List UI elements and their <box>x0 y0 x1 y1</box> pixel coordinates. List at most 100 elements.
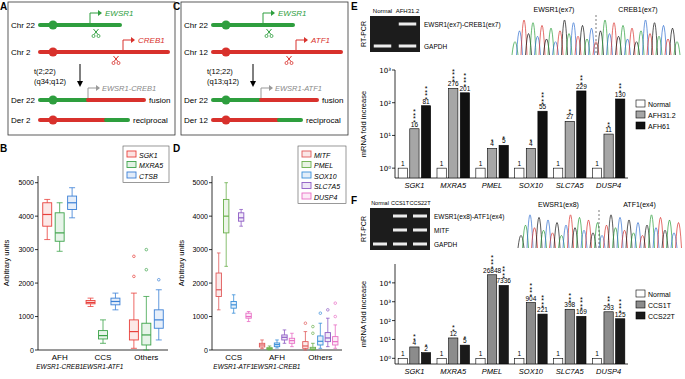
median <box>111 301 120 302</box>
bar <box>421 106 430 178</box>
outlier <box>145 268 148 271</box>
box <box>154 310 163 328</box>
significance-mark: * <box>619 298 622 305</box>
median <box>282 337 287 338</box>
legend-label: SLC7A5 <box>314 183 340 190</box>
legend-label: SGK1 <box>139 152 158 159</box>
median <box>303 345 308 346</box>
significance-mark: * <box>580 296 583 303</box>
x-tick-label: PMEL <box>482 181 502 190</box>
outlier <box>334 302 337 305</box>
exon-label: EWSR1(ex7) <box>534 6 575 14</box>
x-axis <box>38 350 168 351</box>
bar <box>538 111 547 178</box>
y-tick <box>35 350 38 351</box>
whisker-cap <box>232 294 236 295</box>
scissors <box>290 62 293 65</box>
whisker-cap <box>156 339 162 340</box>
box <box>318 336 323 345</box>
whisker-cap <box>143 350 149 351</box>
y-tick <box>392 320 395 321</box>
x-tick-label: SLC7A5 <box>556 181 585 190</box>
whisker-cap <box>44 199 50 200</box>
promoter-arrow <box>296 40 304 50</box>
significance: **** <box>491 254 494 272</box>
whisker <box>103 320 104 331</box>
y-axis <box>38 176 39 350</box>
legend-swatch <box>127 151 136 157</box>
median <box>325 337 330 338</box>
y-axis <box>395 264 396 364</box>
whisker <box>241 209 242 212</box>
whisker-cap <box>44 239 50 240</box>
significance-mark: * <box>463 72 466 79</box>
legend-label: Normal <box>648 291 671 298</box>
whisker-cap <box>57 202 63 203</box>
significance-mark: * <box>607 295 610 302</box>
whisker-cap <box>217 252 221 253</box>
panel-label: E <box>351 1 358 12</box>
band-label: MITF <box>434 227 449 234</box>
gel-band <box>374 45 392 48</box>
scissors <box>114 56 119 62</box>
significance-mark: * <box>452 68 455 75</box>
legend-frame <box>298 146 346 204</box>
significance: **** <box>541 294 544 312</box>
x-tick-label: DUSP4 <box>596 367 621 376</box>
chromosome-label: Chr 2 <box>11 48 31 57</box>
whisker-cap <box>290 333 294 334</box>
box <box>43 203 52 226</box>
bar <box>616 99 625 178</box>
significance-mark: * <box>502 265 505 272</box>
derivative-label: Der 22 <box>11 96 36 105</box>
gene-label: EWSR1 <box>105 9 133 18</box>
whisker <box>47 226 48 239</box>
exon-label: EWSR1(ex8) <box>538 201 579 209</box>
whisker <box>226 183 227 200</box>
junction-line <box>599 210 600 248</box>
data-label: 1 <box>479 160 483 167</box>
whisker-cap <box>333 348 337 349</box>
translocation-label: t(2;22) <box>34 67 56 76</box>
scissors <box>267 29 272 35</box>
translocation-label: (q34;q12) <box>34 77 67 86</box>
whisker <box>305 332 306 342</box>
whisker <box>327 318 328 332</box>
median <box>99 335 108 336</box>
bar <box>398 358 407 364</box>
lane-label: CCS22T <box>409 200 431 206</box>
plot-area <box>398 275 625 364</box>
lane-label: CCS1T <box>391 200 410 206</box>
y-tick <box>392 135 395 136</box>
arrowhead <box>269 85 273 91</box>
bar <box>449 338 458 364</box>
gel-band <box>399 23 417 26</box>
whisker-cap <box>57 251 63 252</box>
whisker <box>262 340 263 343</box>
data-label: 1 <box>401 160 405 167</box>
y-tick-label: 10⁰ <box>379 355 391 363</box>
group-label: Others <box>134 353 158 362</box>
data-label: 1 <box>556 160 560 167</box>
median <box>318 341 323 342</box>
significance-mark: * <box>463 335 466 342</box>
band-label: EWSR1(ex8)-ATF1(ex4) <box>434 213 504 221</box>
outlier <box>133 275 136 278</box>
legend-label: PMEL <box>314 162 333 169</box>
lane-label: AFH31.2 <box>396 8 420 14</box>
legend-label: CCS22T <box>648 313 676 320</box>
whisker-cap <box>156 289 162 290</box>
whisker <box>115 293 116 298</box>
y-tick <box>209 249 212 250</box>
promoter-arrow <box>263 13 271 23</box>
whisker-cap <box>260 348 264 349</box>
chromosome <box>213 50 341 54</box>
significance: **** <box>619 298 622 316</box>
median <box>216 289 221 290</box>
bar <box>565 121 574 178</box>
data-label: 1 <box>595 160 599 167</box>
median <box>259 344 264 345</box>
outlier <box>145 248 148 251</box>
legend-label: SOX10 <box>314 173 337 180</box>
significance-mark: * <box>413 108 416 115</box>
